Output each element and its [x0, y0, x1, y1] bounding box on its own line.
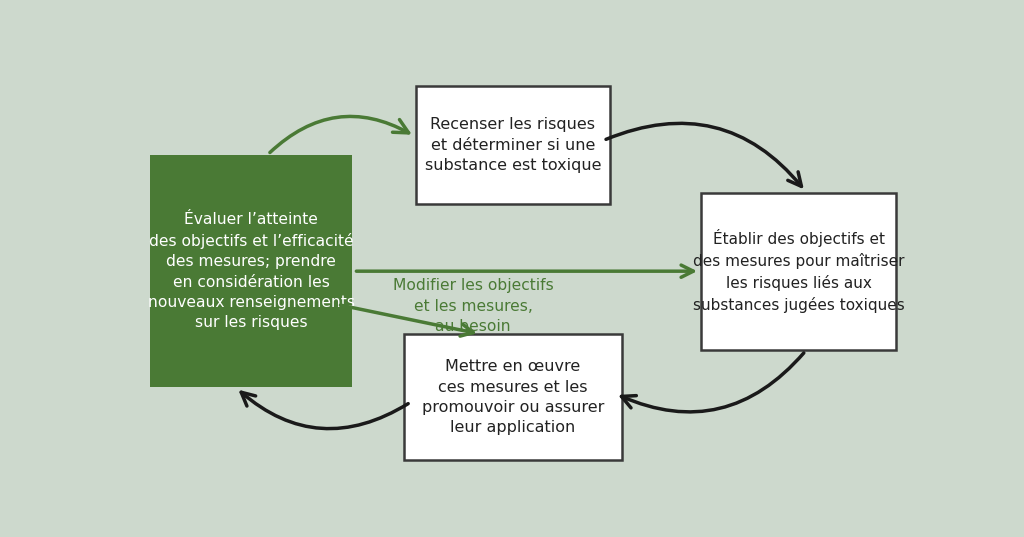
- Text: Mettre en œuvre
ces mesures et les
promouvoir ou assurer
leur application: Mettre en œuvre ces mesures et les promo…: [422, 359, 604, 436]
- FancyBboxPatch shape: [701, 193, 896, 350]
- FancyBboxPatch shape: [416, 86, 610, 204]
- FancyBboxPatch shape: [150, 155, 352, 387]
- Text: Établir des objectifs et
des mesures pour maîtriser
les risques liés aux
substan: Établir des objectifs et des mesures pou…: [692, 229, 904, 313]
- Text: Modifier les objectifs
et les mesures,
au besoin: Modifier les objectifs et les mesures, a…: [393, 278, 554, 334]
- Text: Évaluer l’atteinte
des objectifs et l’efficacité
des mesures; prendre
en considé: Évaluer l’atteinte des objectifs et l’ef…: [147, 212, 354, 330]
- FancyBboxPatch shape: [403, 334, 622, 460]
- Text: Recenser les risques
et déterminer si une
substance est toxique: Recenser les risques et déterminer si un…: [425, 117, 601, 173]
